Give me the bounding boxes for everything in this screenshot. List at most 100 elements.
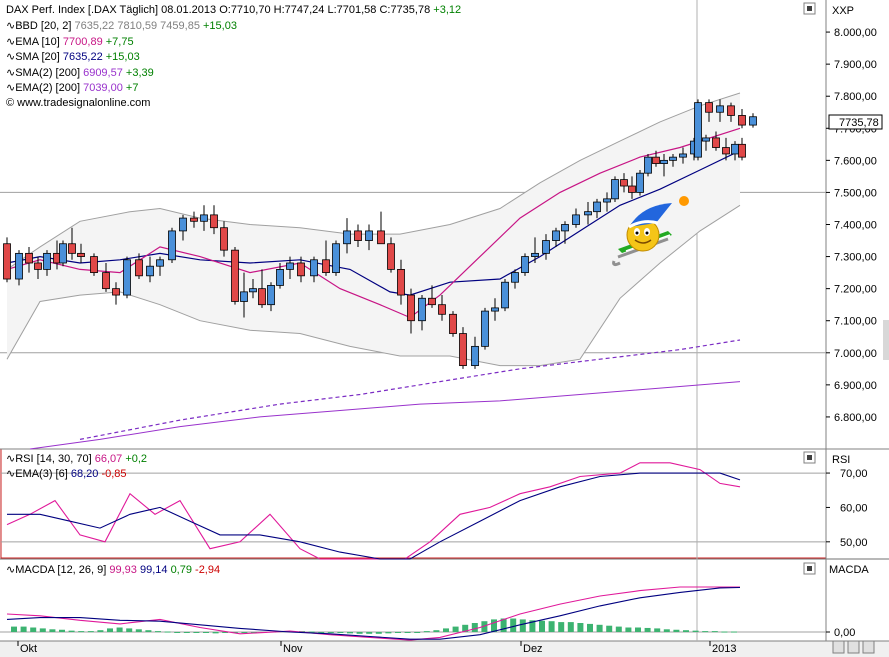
macd-histogram-bar (606, 625, 613, 632)
rsi-tick-label: 70,00 (840, 468, 868, 480)
macd-lines (6, 586, 741, 641)
main-header: DAX Perf. Index [.DAX Täglich] 08.01.201… (6, 4, 461, 16)
price-tick-label: 6.900,00 (834, 380, 877, 392)
rsi-lines (6, 462, 741, 560)
legend-row[interactable]: ∿RSI [14, 30, 70] 66,07 +0,2 (6, 452, 147, 467)
macd-histogram-bar (183, 632, 190, 633)
candle-body (322, 259, 330, 274)
macd-histogram-bar (39, 628, 46, 632)
legend-v1: 99,93 (109, 564, 140, 576)
ohlc-values: O:7710,70 H:7747,24 L:7701,58 C:7735,78 (219, 4, 431, 16)
candle-body (407, 294, 415, 322)
candle-body (249, 288, 257, 293)
legend-row[interactable]: ∿EMA [10] 7700,89 +7,75 (6, 35, 237, 51)
candle-body (156, 259, 164, 267)
watermark: © www.tradesignalonline.com (6, 97, 151, 109)
candle-body (123, 259, 131, 296)
legend-row[interactable]: ∿SMA [20] 7635,22 +15,03 (6, 50, 237, 66)
close-button-main[interactable] (803, 2, 816, 15)
macd-histogram-bar (558, 622, 565, 632)
macd-histogram-bar (615, 626, 622, 632)
legend-row[interactable]: ∿BBD [20, 2] 7635,22 7810,59 7459,85 +15… (6, 19, 237, 35)
indicator-icon: ∿ (6, 20, 16, 32)
time-tick-label: Nov (283, 643, 303, 655)
candle-body (572, 214, 580, 225)
legend-v2: +7,75 (105, 35, 134, 48)
close-button-macd[interactable] (803, 562, 816, 575)
macd-histogram-bar (193, 632, 200, 633)
macd-histogram-bar (635, 627, 641, 632)
price-tick-label: 7.800,00 (834, 91, 877, 103)
close-button-rsi[interactable] (803, 451, 816, 464)
macd-histogram-bar (462, 624, 469, 632)
candle-body (712, 137, 720, 148)
candle-body (652, 156, 660, 164)
macd-histogram-bar (663, 629, 670, 632)
candle-body (749, 116, 757, 126)
legend-name: SMA [20] (15, 51, 63, 63)
candle-body (354, 230, 362, 241)
macd-histogram-bar (347, 632, 353, 634)
candle-body (511, 272, 519, 283)
price-tick-label: 7.200,00 (834, 284, 877, 296)
candle-body (481, 310, 489, 347)
macd-histogram-bar (721, 631, 728, 633)
price-tick-label: 8.000,00 (834, 27, 877, 39)
candle-body (190, 217, 198, 222)
legend-v1c: 0,79 (170, 564, 196, 576)
rsi-axis-title: RSI (832, 454, 850, 466)
macd-histogram-bar (548, 621, 555, 632)
candle-body (628, 185, 636, 193)
legend-v2: -0,85 (101, 468, 127, 480)
candle-body (258, 288, 266, 306)
candle-body (702, 137, 710, 142)
last-price-box (828, 114, 883, 130)
candle-body (34, 262, 42, 270)
macd-histogram-bar (529, 620, 536, 632)
candle-body (660, 159, 668, 164)
candle-body (694, 102, 702, 158)
macd-axis-title: MACDA (829, 564, 869, 576)
macd-histogram-bar (443, 628, 449, 632)
macd-histogram-bar (644, 627, 651, 632)
candle-body (220, 227, 228, 251)
macd-histogram-bar (49, 629, 56, 632)
price-tick-label: 7.400,00 (834, 220, 877, 232)
macd-histogram-bar (731, 631, 737, 633)
macd-histogram-bar (375, 632, 382, 634)
candle-body (310, 259, 318, 277)
sled-smiley-icon (612, 196, 689, 267)
legend-v1: 7635,22 7810,59 7459,85 (74, 20, 203, 32)
candle-body (210, 214, 218, 229)
macd-histogram-bar (711, 631, 718, 633)
legend-row[interactable]: ∿EMA(2) [200] 7039,00 +7 (6, 81, 237, 97)
candle-body (471, 345, 479, 367)
candle-body (387, 243, 395, 270)
bollinger-fill (7, 93, 740, 366)
candle-body (77, 252, 85, 257)
sma20-line (6, 150, 741, 296)
legend-row[interactable]: ∿EMA(3) [6] 68,20 -0,85 (6, 467, 147, 482)
candle-body (738, 143, 746, 158)
macd-histogram-bar (174, 632, 181, 633)
vertical-scrollbar[interactable] (883, 320, 889, 360)
macd-histogram-bar (337, 632, 344, 633)
legend-name: BBD [20, 2] (15, 20, 75, 32)
macd-histogram-bar (107, 628, 113, 632)
macd-histogram-bar (308, 631, 315, 633)
candle-body (231, 249, 239, 302)
price-tick-label: 7.900,00 (834, 59, 877, 71)
price-axis-panel (826, 0, 889, 449)
macd-histogram-bar (59, 629, 65, 632)
candle-body (276, 268, 284, 286)
candles (3, 99, 757, 369)
legend-row[interactable]: ∿SMA(2) [200] 6909,57 +3,39 (6, 66, 237, 82)
legend-row[interactable]: ∿MACDA [12, 26, 9] 99,93 99,14 0,79 -2,9… (6, 563, 220, 578)
macd-histogram-bar (299, 631, 305, 633)
macd-histogram-bar (500, 618, 507, 632)
macd-histogram-bar (433, 630, 440, 632)
price-change: +3,12 (433, 4, 462, 16)
zoom-buttons[interactable] (832, 640, 875, 654)
legend-v1: 7700,89 (62, 35, 106, 48)
